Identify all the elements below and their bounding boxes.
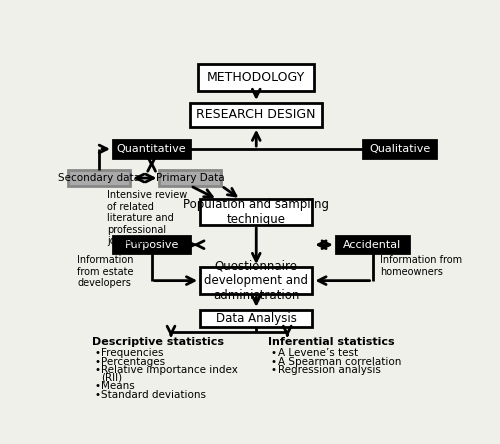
Text: Intensive review
of related
literature and
professional
journals.: Intensive review of related literature a…: [107, 190, 188, 246]
Text: •: •: [94, 357, 100, 367]
Text: Data Analysis: Data Analysis: [216, 312, 296, 325]
Text: Information from
homeowners: Information from homeowners: [380, 255, 462, 277]
Text: Descriptive statistics: Descriptive statistics: [92, 337, 224, 347]
Text: •: •: [94, 365, 100, 376]
Text: •: •: [94, 348, 100, 357]
Text: (RII): (RII): [101, 372, 122, 382]
Text: Inferential statistics: Inferential statistics: [268, 337, 394, 347]
Text: •: •: [270, 365, 276, 376]
Text: Percentages: Percentages: [101, 357, 166, 367]
Text: •: •: [270, 348, 276, 357]
Bar: [198, 63, 314, 91]
Text: METHODOLOGY: METHODOLOGY: [207, 71, 306, 84]
Bar: [113, 140, 190, 158]
Bar: [200, 199, 312, 225]
Bar: [200, 310, 312, 327]
Text: Standard deviations: Standard deviations: [101, 390, 206, 400]
Text: A Spearman correlation: A Spearman correlation: [278, 357, 401, 367]
Text: Relative importance index: Relative importance index: [101, 365, 238, 376]
Text: •: •: [94, 381, 100, 391]
Bar: [363, 140, 436, 158]
Bar: [160, 170, 222, 186]
Bar: [68, 170, 130, 186]
Text: Secondary data: Secondary data: [58, 173, 140, 183]
Text: Information
from estate
developers: Information from estate developers: [77, 255, 134, 288]
Text: Accidental: Accidental: [344, 240, 402, 250]
Text: Means: Means: [101, 381, 135, 391]
Text: Quantitative: Quantitative: [117, 144, 186, 154]
Text: Frequencies: Frequencies: [101, 348, 164, 357]
Text: Regression analysis: Regression analysis: [278, 365, 380, 376]
Text: RESEARCH DESIGN: RESEARCH DESIGN: [196, 108, 316, 121]
Text: Purposive: Purposive: [124, 240, 179, 250]
Bar: [336, 236, 409, 253]
Text: A Levene’s test: A Levene’s test: [278, 348, 357, 357]
Text: Qualitative: Qualitative: [369, 144, 430, 154]
Text: Population and sampling
technique: Population and sampling technique: [183, 198, 329, 226]
Bar: [200, 267, 312, 294]
Text: Primary Data: Primary Data: [156, 173, 224, 183]
Text: Questionnaire
development and
administration: Questionnaire development and administra…: [204, 259, 308, 302]
Bar: [190, 103, 322, 127]
Text: •: •: [270, 357, 276, 367]
Bar: [113, 236, 190, 253]
Text: •: •: [94, 390, 100, 400]
